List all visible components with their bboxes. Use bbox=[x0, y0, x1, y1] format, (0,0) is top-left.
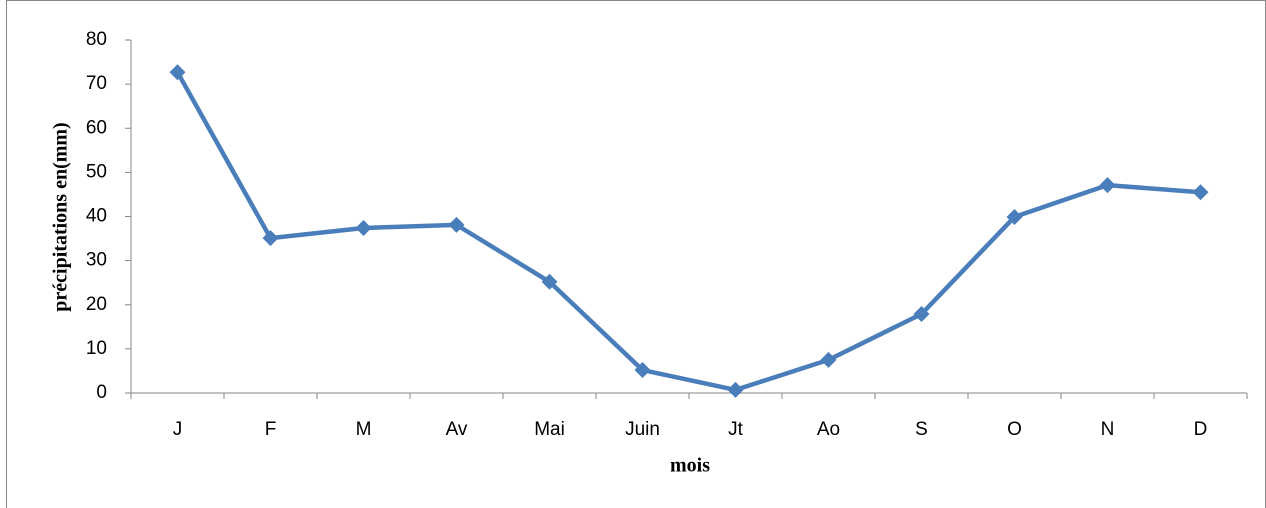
x-axis-label: mois bbox=[670, 455, 710, 477]
x-tick-label: O bbox=[1007, 419, 1022, 440]
y-tick-label: 50 bbox=[86, 161, 107, 182]
point-marker bbox=[262, 230, 279, 247]
point-marker bbox=[1099, 177, 1116, 194]
point-marker bbox=[913, 306, 930, 323]
point-marker bbox=[634, 362, 651, 379]
x-tick-label: S bbox=[915, 419, 928, 440]
x-tick-label: F bbox=[265, 419, 277, 440]
y-tick-label: 60 bbox=[86, 117, 107, 138]
point-marker bbox=[355, 219, 372, 236]
x-tick-label: M bbox=[356, 419, 372, 440]
point-marker bbox=[448, 216, 465, 233]
x-tick-label: D bbox=[1194, 419, 1208, 440]
point-marker bbox=[727, 381, 744, 398]
point-marker bbox=[1006, 208, 1023, 225]
y-tick-label: 10 bbox=[86, 338, 107, 359]
y-tick-label: 0 bbox=[96, 382, 107, 403]
x-tick-label: N bbox=[1101, 419, 1115, 440]
y-axis-label: précipitations en(mm) bbox=[50, 122, 72, 311]
x-tick-label: Ao bbox=[817, 419, 840, 440]
x-tick-label: Av bbox=[446, 419, 468, 440]
point-marker bbox=[820, 351, 837, 368]
point-marker bbox=[541, 273, 558, 290]
x-tick-label: Mai bbox=[534, 419, 565, 440]
point-marker bbox=[169, 64, 186, 81]
y-tick-label: 40 bbox=[86, 206, 107, 227]
x-tick-label: Jt bbox=[728, 419, 744, 440]
y-tick-label: 30 bbox=[86, 250, 107, 271]
series-line bbox=[175, 71, 1201, 393]
y-tick-label: 80 bbox=[86, 29, 107, 50]
x-tick-label: J bbox=[173, 419, 183, 440]
point-marker bbox=[1192, 184, 1209, 201]
x-tick-label: Juin bbox=[625, 419, 660, 440]
y-tick-label: 70 bbox=[86, 73, 107, 94]
y-tick-label: 20 bbox=[86, 294, 107, 315]
